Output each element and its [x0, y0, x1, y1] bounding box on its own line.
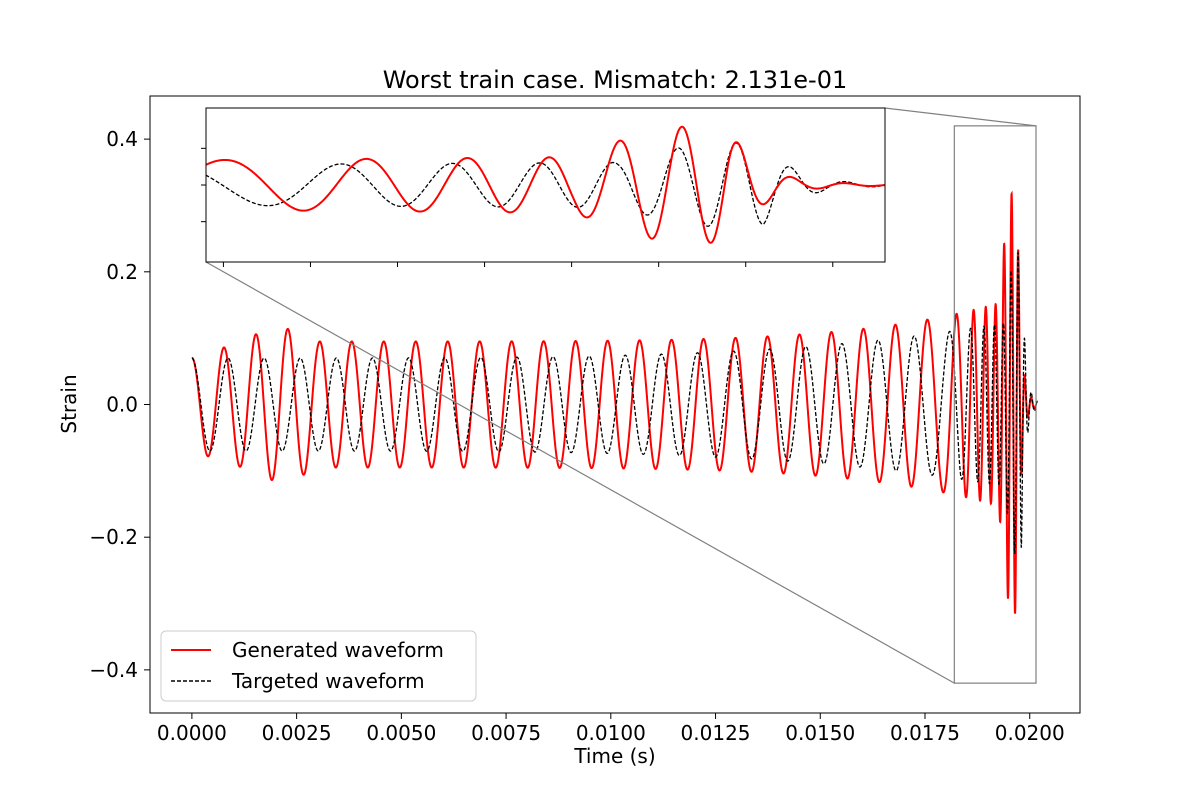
inset-series-line-targeted — [206, 142, 885, 227]
x-tick-label: 0.0075 — [471, 721, 541, 745]
y-axis: −0.4 −0.2 0.0 0.2 0.4 — [89, 127, 150, 682]
y-tick-label: −0.2 — [89, 525, 138, 549]
zoom-connector-line — [205, 261, 955, 684]
y-tick-label: 0.4 — [106, 127, 138, 151]
x-tick-label: 0.0200 — [995, 721, 1065, 745]
x-tick-label: 0.0150 — [785, 721, 855, 745]
legend-label-targeted: Targeted waveform — [231, 669, 425, 693]
y-tick-label: 0.2 — [106, 260, 138, 284]
x-tick-label: 0.0000 — [157, 721, 227, 745]
x-axis-label: Time (s) — [573, 744, 655, 768]
inset-background — [206, 108, 885, 262]
y-axis-label: Strain — [57, 374, 81, 433]
x-tick-label: 0.0050 — [366, 721, 436, 745]
zoom-connector-line — [884, 107, 1037, 127]
inset-ticks — [201, 147, 834, 267]
legend: Generated waveform Targeted waveform — [160, 630, 477, 702]
series-line-targeted — [191, 252, 1039, 554]
x-tick-label: 0.0025 — [262, 721, 332, 745]
legend-box — [160, 630, 477, 702]
series-line-generated — [191, 190, 1037, 614]
y-tick-label: 0.0 — [106, 393, 138, 417]
legend-label-generated: Generated waveform — [232, 638, 444, 662]
zoom-region-box — [953, 125, 1037, 684]
y-tick-label: −0.4 — [89, 658, 138, 682]
x-tick-label: 0.0100 — [576, 721, 646, 745]
main-plot-area — [191, 190, 1039, 614]
inset-plot-area — [206, 125, 885, 244]
chart-title: Worst train case. Mismatch: 2.131e-01 — [383, 66, 848, 94]
x-tick-label: 0.0175 — [890, 721, 960, 745]
inset-series-line-generated — [206, 125, 885, 244]
x-axis: 0.0000 0.0025 0.0050 0.0075 0.0100 0.0125 0.01… — [157, 713, 1065, 745]
x-tick-label: 0.0125 — [681, 721, 751, 745]
